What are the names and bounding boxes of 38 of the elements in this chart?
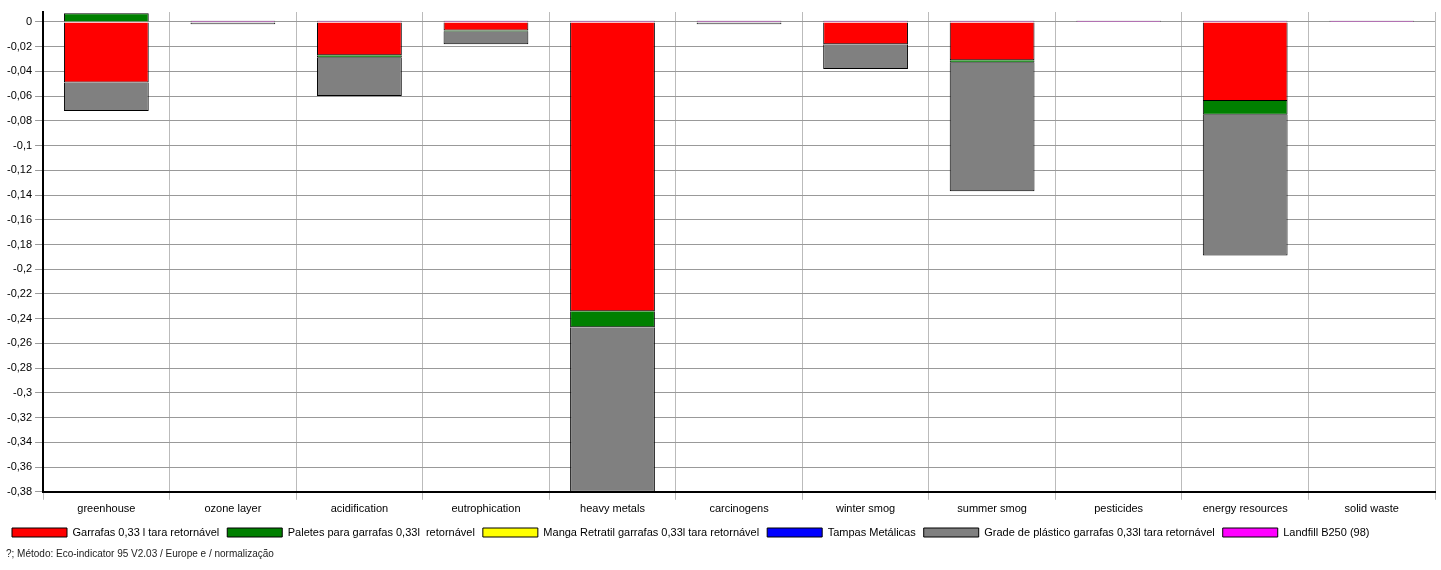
y-tick-label: -0,08 bbox=[6, 113, 33, 126]
y-tick-label: -0,24 bbox=[6, 311, 33, 324]
y-tick-label: -0,16 bbox=[6, 212, 33, 225]
x-tick-label: ozone layer bbox=[204, 502, 262, 515]
y-tick-label: -0,28 bbox=[6, 361, 33, 374]
x-tick-label: solid waste bbox=[1344, 502, 1399, 515]
x-tick-label: greenhouse bbox=[77, 502, 136, 515]
x-tick-label: pesticides bbox=[1094, 502, 1144, 515]
x-tick-label: heavy metals bbox=[580, 502, 646, 515]
y-tick-label: -0,18 bbox=[6, 237, 33, 250]
y-tick-label: -0,12 bbox=[6, 163, 33, 176]
y-tick-label: -0,22 bbox=[6, 286, 33, 299]
x-tick-label: eutrophication bbox=[451, 502, 521, 515]
y-tick-label: 0 bbox=[25, 14, 33, 27]
y-tick-label: -0,14 bbox=[6, 188, 33, 201]
y-tick-label: -0,06 bbox=[6, 89, 33, 102]
y-tick-label: -0,34 bbox=[6, 435, 33, 448]
x-tick-label: acidification bbox=[330, 502, 389, 515]
y-tick-label: -0,1 bbox=[13, 138, 33, 151]
legend-label: Grade de plástico garrafas 0,33l tara retornável bbox=[984, 525, 1215, 538]
x-tick-label: summer smog bbox=[957, 502, 1027, 515]
x-tick-label: energy resources bbox=[1202, 502, 1289, 515]
legend-label: Landfill B250 (98) bbox=[1283, 525, 1370, 538]
y-tick-label: -0,2 bbox=[13, 262, 33, 275]
y-tick-label: -0,04 bbox=[6, 64, 33, 77]
legend-label: Manga Retratil garrafas 0,33l tara retornável bbox=[543, 525, 760, 538]
legend-label: Paletes para garrafas 0,33l retornável bbox=[287, 525, 475, 538]
text: ?; Método: Eco-indicator 95 V2.03 / Europe e / normalização bbox=[6, 548, 275, 559]
legend-label: Tampas Metálicas bbox=[827, 525, 917, 538]
x-tick-label: winter smog bbox=[834, 502, 896, 515]
y-tick-label: -0,3 bbox=[13, 385, 33, 398]
y-tick-label: -0,38 bbox=[6, 484, 33, 497]
y-tick-label: -0,36 bbox=[6, 460, 33, 473]
y-tick-label: -0,26 bbox=[6, 336, 33, 349]
y-tick-label: -0,02 bbox=[6, 39, 33, 52]
x-tick-label: carcinogens bbox=[709, 502, 770, 515]
y-tick-label: -0,32 bbox=[6, 410, 33, 423]
legend-label: Garrafas 0,33 l tara retornável bbox=[72, 525, 220, 538]
